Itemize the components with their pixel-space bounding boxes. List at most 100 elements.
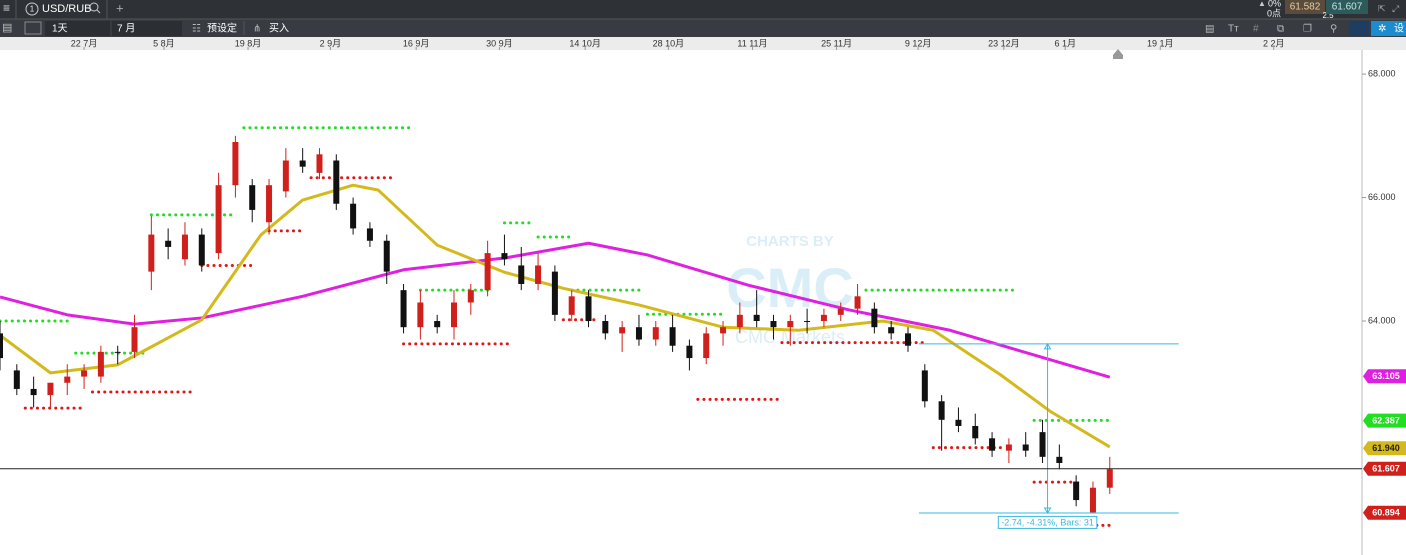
price-label: 62.387: [1372, 415, 1400, 425]
candle-body: [669, 327, 676, 346]
candle-body: [333, 160, 340, 204]
change-arrow: ▲: [1258, 0, 1266, 8]
tool-icon[interactable]: Tт: [1228, 24, 1239, 35]
candle-body: [1005, 444, 1012, 451]
candle-body: [1056, 456, 1063, 464]
x-tick-label: 22 7月: [71, 38, 98, 48]
moving-average: [0, 183, 1111, 449]
settings[interactable]: 设: [1394, 23, 1404, 35]
tool-icon[interactable]: #: [1253, 24, 1259, 35]
x-tick-label: 5 8月: [153, 38, 175, 48]
candle-body: [518, 265, 525, 284]
candle-body: [568, 296, 575, 315]
candle-body: [972, 425, 979, 439]
interval-box[interactable]: [45, 21, 110, 36]
candle-body: [720, 327, 727, 334]
candle-body: [938, 401, 945, 420]
tab-circle: [25, 2, 39, 16]
candle-body: [551, 271, 558, 315]
x-tick-label: 19 8月: [235, 38, 262, 48]
x-tick-label: 16 9月: [403, 38, 430, 48]
candle-body: [804, 321, 811, 323]
candle-body: [198, 234, 205, 266]
candle-body: [1073, 481, 1080, 501]
settings-box[interactable]: [1371, 21, 1406, 36]
candle-body: [434, 321, 441, 328]
range-box[interactable]: [112, 21, 182, 36]
add-tab[interactable]: +: [116, 0, 124, 15]
candle-body: [871, 308, 878, 328]
candle-body: [316, 154, 323, 173]
candle-body: [854, 296, 861, 309]
sell-price[interactable]: 61.582: [1290, 2, 1321, 13]
buy-box[interactable]: [1326, 0, 1368, 14]
interval[interactable]: 1天: [52, 24, 68, 35]
search-icon[interactable]: [89, 2, 99, 12]
y-tick-label: 66.000: [1368, 192, 1396, 202]
sell-box[interactable]: [1285, 0, 1325, 14]
price-tag: [1363, 505, 1406, 520]
candle-body: [955, 419, 962, 426]
time-marker: [1113, 49, 1123, 59]
buy-icon: ⋔: [253, 24, 261, 35]
candle-body: [148, 234, 155, 272]
candle-body: [232, 141, 239, 186]
moving-average: [0, 241, 1111, 379]
candle-body: [30, 388, 37, 396]
candle-body: [417, 302, 424, 328]
candle-body: [366, 228, 373, 241]
price-tag: [1363, 413, 1406, 428]
candle-body: [249, 185, 256, 210]
list-icon[interactable]: ▤: [2, 22, 12, 34]
candle-body: [64, 376, 71, 383]
candle-body: [266, 185, 273, 223]
price-tag: [1363, 441, 1406, 456]
candle-body: [989, 438, 996, 451]
watermark-logo: CMC: [726, 256, 854, 319]
candle-body: [1039, 432, 1046, 457]
layout-icon[interactable]: [24, 21, 42, 35]
tab-number[interactable]: 1: [30, 5, 35, 14]
buy-button[interactable]: 买入: [269, 23, 289, 35]
candle-body: [131, 327, 138, 352]
date-axis: [0, 37, 1406, 50]
candle-body: [501, 253, 508, 260]
range[interactable]: 7 月: [117, 23, 135, 35]
expand-icon[interactable]: ⤢: [1391, 3, 1399, 13]
tool-icon[interactable]: ▤: [1205, 24, 1214, 35]
candle-body: [736, 314, 743, 328]
x-tick-label: 2 2月: [1263, 38, 1285, 48]
symbol[interactable]: USD/RUB: [42, 3, 92, 15]
top-bar: [0, 0, 1406, 19]
x-tick-label: 6 1月: [1054, 38, 1076, 48]
candle-body: [451, 302, 457, 328]
window-icon[interactable]: ⇱: [1378, 3, 1386, 13]
x-tick-label: 28 10月: [653, 38, 685, 48]
tool-icon[interactable]: ⧉: [1277, 24, 1284, 35]
candle-body: [282, 160, 289, 192]
tool-icon[interactable]: ❐: [1303, 24, 1312, 35]
x-tick-label: 9 12月: [905, 38, 932, 48]
candle-body: [1089, 487, 1096, 513]
candle-body: [215, 185, 222, 254]
buy-price[interactable]: 61.607: [1332, 2, 1363, 13]
tool-icon[interactable]: ⚲: [1330, 24, 1337, 35]
candle-body: [1106, 469, 1113, 488]
price-tag: [1363, 461, 1406, 476]
change: 0%: [1268, 0, 1281, 8]
tool-icon[interactable]: [1349, 21, 1369, 36]
candle-body: [619, 327, 626, 334]
x-tick-label: 11 11月: [737, 38, 767, 48]
candle-body: [400, 290, 407, 328]
y-tick-label: 68.000: [1368, 68, 1396, 78]
candle-body: [703, 333, 710, 359]
candle-body: [905, 333, 911, 346]
preset[interactable]: 预设定: [207, 22, 237, 35]
watermark-text: CHARTS BY: [746, 233, 834, 250]
menu-icon[interactable]: ≡: [3, 1, 10, 15]
candle-body: [921, 370, 928, 402]
candle-body: [350, 203, 357, 229]
candle-body: [888, 327, 895, 334]
